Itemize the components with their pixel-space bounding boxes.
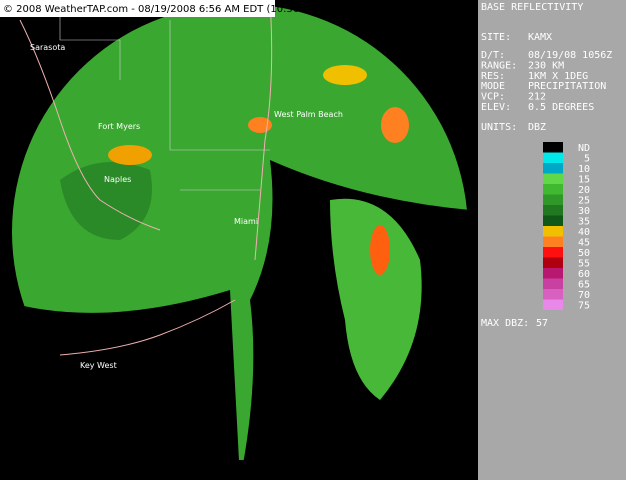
legend-label: 15 [578,175,590,186]
city-label: Fort Myers [98,122,140,131]
legend-swatch [543,215,563,226]
heavy-rain [323,65,367,85]
field-value: 0.5 DEGREES [528,102,594,113]
max-value: 57 [536,318,548,329]
field-value: KAMX [528,32,552,43]
panel-title: BASE REFLECTIVITY [481,2,583,13]
legend-label: 55 [578,259,590,270]
field-value: PRECIPITATION [528,81,606,92]
legend-label: 20 [578,185,590,196]
field-value: 08/19/08 1056Z [528,50,612,61]
heavy-rain [370,225,390,275]
rain-core [60,162,152,240]
legend-swatch [543,247,563,258]
legend-label: ND [578,143,590,154]
field-label: SITE: [481,32,511,43]
units-label: UNITS: [481,122,517,133]
city-label: Key West [80,361,117,370]
legend-label: 70 [578,290,590,301]
legend-swatch [543,142,563,153]
legend-swatch [543,226,563,237]
legend-swatch [543,205,563,216]
legend-swatch [543,236,563,247]
legend-swatch [543,184,563,195]
field-label: RES: [481,71,505,82]
field-value: 1KM X 1DEG [528,71,588,82]
legend-swatch [543,163,563,174]
legend-label: 10 [578,164,590,175]
city-label: West Palm Beach [274,110,343,119]
legend-label: 45 [578,238,590,249]
radar-image [0,0,468,480]
timestamp: © 2008 WeatherTAP.com - 08/19/2008 6:56 … [3,4,329,15]
legend-swatch [543,257,563,268]
city-label: Naples [104,175,131,184]
legend-label: 75 [578,301,590,312]
max-label: MAX DBZ: [481,318,529,329]
legend-label: 50 [578,248,590,259]
field-value: 212 [528,92,546,103]
legend-swatch [543,278,563,289]
heavy-rain [108,145,152,165]
field-label: MODE [481,81,505,92]
legend-label: 25 [578,196,590,207]
legend-swatch [543,299,563,310]
legend-swatch [543,152,563,163]
city-label: Miami [234,217,258,226]
keys [59,299,236,356]
legend-label: 5 [584,154,590,165]
units-value: DBZ [528,122,546,133]
legend-label: 40 [578,227,590,238]
county-lines [59,10,270,191]
field-label: ELEV: [481,102,511,113]
legend-swatch [543,173,563,184]
panel-text: BASE REFLECTIVITY SITE: KAMX D/T: 08/19/08 1… [481,2,612,329]
no-echo [0,290,240,480]
legend-swatch [543,268,563,279]
rain-band [330,198,422,400]
field-label: VCP: [481,92,505,103]
legend-label: 60 [578,269,590,280]
city-label: Sarasota [30,43,65,52]
legend-swatch [543,289,563,300]
field-label: D/T: [481,50,505,61]
field-value: 230 KM [528,60,564,71]
timestamp-bar [0,0,275,17]
legend-label: 65 [578,280,590,291]
field-label: RANGE: [481,60,517,71]
legend-label: 30 [578,206,590,217]
coastline [254,0,273,261]
heavy-rain [381,107,409,143]
heavy-rain [248,117,272,133]
legend-label: 35 [578,217,590,228]
coastline [19,19,161,231]
legend-swatch [543,194,563,205]
